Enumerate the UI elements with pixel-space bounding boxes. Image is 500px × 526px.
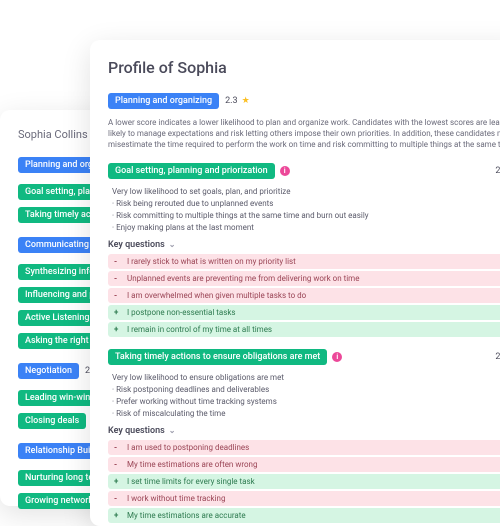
info-icon[interactable]: i: [280, 166, 290, 176]
category-score: 2.3: [225, 96, 238, 106]
nav-item[interactable]: Closing deals: [18, 413, 86, 429]
competency-bullets: Very low likelihood to set goals, plan, …: [112, 186, 500, 234]
sections-container: Goal setting, planning and priorization i…: [108, 161, 500, 523]
info-icon[interactable]: i: [332, 352, 342, 362]
page-title: Profile of Sophia: [108, 58, 500, 77]
nav-group-header[interactable]: Negotiation: [18, 363, 79, 379]
chevron-down-icon: ⌄: [169, 426, 176, 435]
category-tag[interactable]: Planning and organizing: [108, 93, 219, 109]
competency-section: Taking timely actions to ensure obligati…: [108, 347, 500, 523]
competency-tag[interactable]: Taking timely actions to ensure obligati…: [108, 349, 327, 365]
profile-detail-card: Profile of Sophia Planning and organizin…: [90, 40, 500, 526]
competency-score: 2.2★: [495, 352, 500, 362]
key-question-item: +I postpone non-essential tasks: [108, 305, 500, 320]
key-question-item: -I am used to postponing deadlines: [108, 440, 500, 455]
key-question-item: +I set time limits for every single task: [108, 474, 500, 489]
category-description: A lower score indicates a lower likeliho…: [108, 117, 500, 151]
competency-tag[interactable]: Goal setting, planning and priorization: [108, 163, 275, 179]
star-icon: ★: [242, 96, 250, 106]
key-questions-toggle[interactable]: Key questions⌄: [108, 426, 500, 436]
chevron-down-icon: ⌄: [169, 240, 176, 249]
key-question-item: +I remain in control of my time at all t…: [108, 322, 500, 337]
key-question-item: +My time estimations are accurate: [108, 508, 500, 523]
competency-score: 2.4★: [495, 166, 500, 176]
competency-bullets: Very low likelihood to ensure obligation…: [112, 372, 500, 420]
key-question-item: -I am overwhelmed when given multiple ta…: [108, 288, 500, 303]
key-question-item: -My time estimations are often wrong: [108, 457, 500, 472]
nav-item[interactable]: Active Listening: [18, 310, 96, 326]
key-questions-toggle[interactable]: Key questions⌄: [108, 240, 500, 250]
key-question-item: -I work without time tracking: [108, 491, 500, 506]
key-question-item: -I rarely stick to what is written on my…: [108, 254, 500, 269]
competency-section: Goal setting, planning and priorization i…: [108, 161, 500, 337]
key-question-item: -Unplanned events are preventing me from…: [108, 271, 500, 286]
